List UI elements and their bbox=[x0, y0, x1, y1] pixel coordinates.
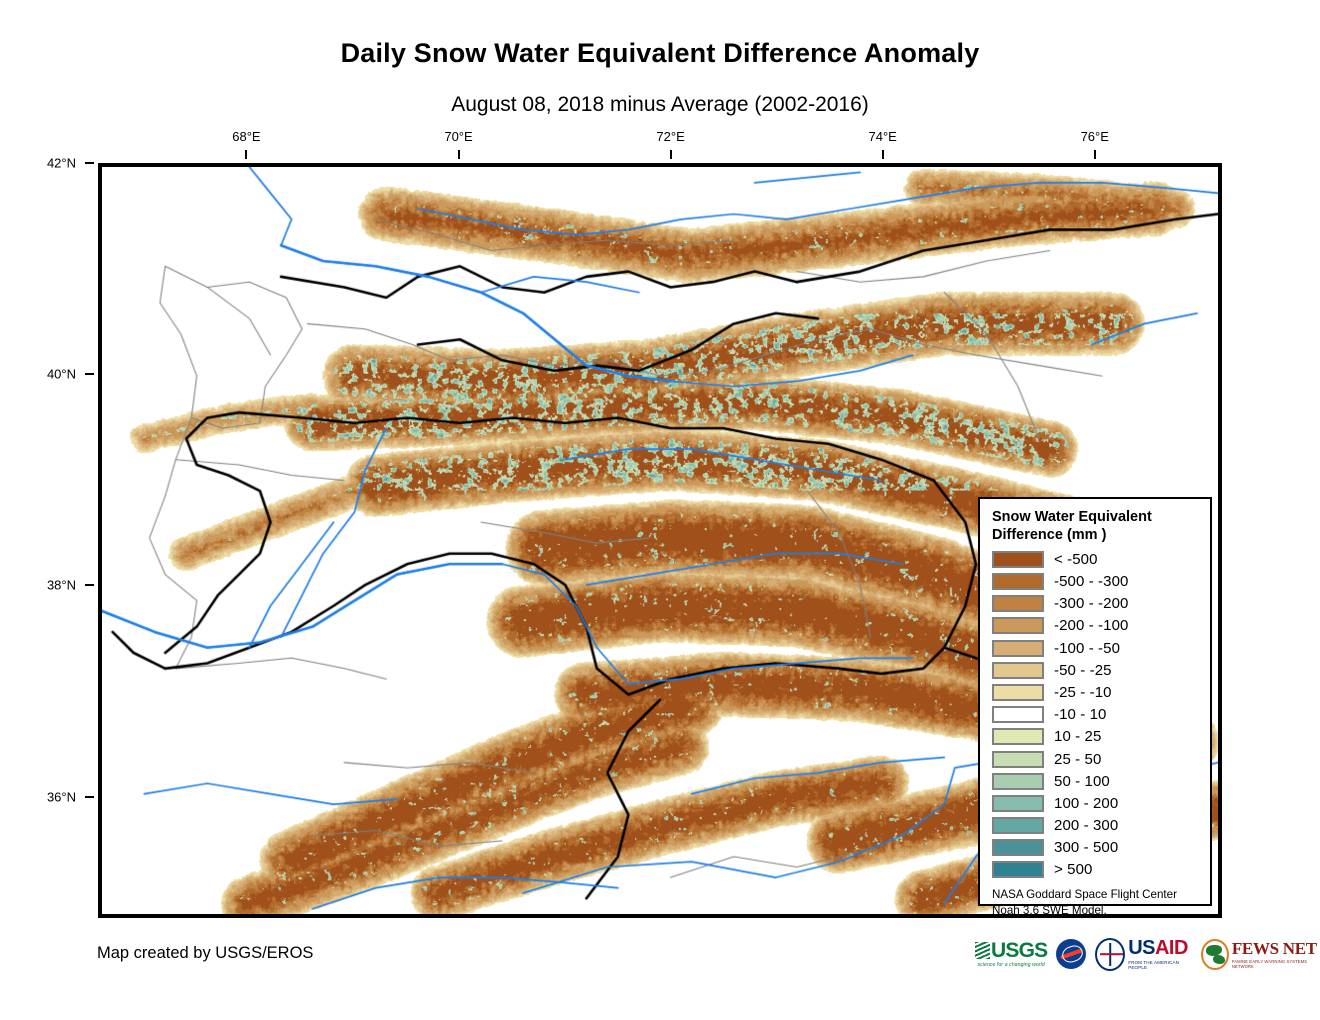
legend-label: 200 - 300 bbox=[1054, 817, 1119, 835]
usgs-tagline: science for a changing world bbox=[977, 962, 1045, 968]
legend-row: -50 - -25 bbox=[992, 659, 1200, 681]
usaid-tagline: FROM THE AMERICAN PEOPLE bbox=[1128, 959, 1180, 970]
map-credit: Map created by USGS/EROS bbox=[97, 944, 314, 962]
legend-label: -300 - -200 bbox=[1054, 595, 1129, 613]
legend-label: 10 - 25 bbox=[1054, 728, 1102, 746]
legend-swatch bbox=[992, 839, 1044, 857]
legend-row: 10 - 25 bbox=[992, 726, 1200, 748]
lon-tick-label: 70°E bbox=[444, 129, 473, 144]
legend-swatch bbox=[992, 617, 1044, 635]
usgs-wave-icon bbox=[975, 942, 990, 959]
legend-title-line1: Snow Water Equivalent bbox=[992, 509, 1152, 525]
lon-tick bbox=[457, 150, 460, 159]
legend-swatch bbox=[992, 794, 1044, 812]
fews-net-logo: FEWS NET FAMINE EARLY WARNING SYSTEMS NE… bbox=[1200, 937, 1320, 971]
legend-swatch bbox=[992, 861, 1044, 879]
lat-tick-label: 38°N bbox=[46, 577, 76, 593]
legend-label: -50 - -25 bbox=[1054, 661, 1112, 679]
legend-row: -300 - -200 bbox=[992, 593, 1200, 615]
legend-swatch bbox=[992, 595, 1044, 613]
lat-tick bbox=[85, 795, 94, 798]
legend-label: 100 - 200 bbox=[1054, 794, 1119, 812]
legend-label: -100 - -50 bbox=[1054, 639, 1121, 657]
lon-tick bbox=[881, 150, 884, 159]
legend-row: 100 - 200 bbox=[992, 792, 1200, 814]
page-subtitle: August 08, 2018 minus Average (2002-2016… bbox=[451, 93, 869, 116]
legend-row: -500 - -300 bbox=[992, 570, 1200, 592]
fews-wordmark: FEWS NET bbox=[1231, 938, 1317, 958]
legend-label: > 500 bbox=[1054, 861, 1093, 879]
lon-tick bbox=[669, 150, 672, 159]
logo-strip: USGS science for a changing world USAID … bbox=[975, 936, 1320, 972]
legend-swatch bbox=[992, 550, 1044, 568]
legend-swatch bbox=[992, 683, 1044, 701]
legend-note-line2: Noah 3.6 SWE Model. bbox=[992, 903, 1107, 917]
legend-label: 300 - 500 bbox=[1054, 839, 1119, 857]
legend-row: 25 - 50 bbox=[992, 748, 1200, 770]
lat-tick-label: 42°N bbox=[46, 155, 76, 171]
lon-tick bbox=[1093, 150, 1096, 159]
legend-row: -10 - 10 bbox=[992, 704, 1200, 726]
legend-title-line2: Difference (mm ) bbox=[992, 527, 1107, 544]
legend-title: Snow Water Equivalent Difference (mm ) bbox=[992, 508, 1200, 544]
legend-swatch bbox=[992, 639, 1044, 657]
usgs-wordmark: USGS bbox=[991, 939, 1048, 962]
legend-row: -200 - -100 bbox=[992, 615, 1200, 637]
lat-tick-label: 40°N bbox=[46, 366, 76, 382]
lat-tick bbox=[85, 162, 94, 164]
graticule-layer: 68°E 70°E 72°E 74°E 76°E 42°N 40°N 38°N 36°N bbox=[47, 129, 1222, 918]
usaid-word-aid: AID bbox=[1154, 937, 1188, 960]
lat-tick bbox=[85, 584, 94, 587]
map-legend: Snow Water Equivalent Difference (mm ) <… bbox=[978, 497, 1212, 917]
legend-row: -25 - -10 bbox=[992, 681, 1200, 703]
legend-label: -500 - -300 bbox=[1054, 573, 1129, 591]
legend-label: -10 - 10 bbox=[1054, 706, 1107, 724]
legend-label: 50 - 100 bbox=[1054, 772, 1110, 790]
legend-swatch bbox=[992, 573, 1044, 591]
lon-tick-label: 74°E bbox=[868, 129, 897, 144]
legend-label: -25 - -10 bbox=[1054, 683, 1112, 701]
nasa-logo bbox=[1056, 937, 1087, 971]
legend-swatch bbox=[992, 661, 1044, 679]
usaid-seal-icon bbox=[1095, 937, 1126, 971]
legend-row: -100 - -50 bbox=[992, 637, 1200, 659]
legend-swatch bbox=[992, 817, 1044, 835]
usaid-word-us: US bbox=[1128, 937, 1155, 960]
legend-swatch bbox=[992, 728, 1044, 746]
legend-label: < -500 bbox=[1054, 550, 1098, 568]
lat-tick bbox=[85, 373, 94, 376]
legend-row: 200 - 300 bbox=[992, 815, 1200, 837]
legend-row: 300 - 500 bbox=[992, 837, 1200, 859]
usaid-logo: USAID FROM THE AMERICAN PEOPLE bbox=[1095, 937, 1191, 971]
legend-swatch bbox=[992, 706, 1044, 724]
legend-row: 50 - 100 bbox=[992, 770, 1200, 792]
legend-row: > 500 bbox=[992, 859, 1200, 881]
legend-label: 25 - 50 bbox=[1054, 750, 1102, 768]
lat-tick-label: 36°N bbox=[46, 789, 76, 805]
legend-note-line1: NASA Goddard Space Flight Center bbox=[992, 888, 1177, 902]
legend-swatch bbox=[992, 772, 1044, 790]
lon-tick bbox=[245, 150, 248, 159]
fews-globe-icon bbox=[1200, 938, 1229, 970]
lon-tick-label: 68°E bbox=[232, 129, 261, 144]
legend-swatch bbox=[992, 750, 1044, 768]
usgs-logo: USGS science for a changing world bbox=[975, 937, 1048, 971]
lon-tick-label: 76°E bbox=[1080, 129, 1109, 144]
nasa-meatball-icon bbox=[1056, 939, 1087, 969]
legend-row: < -500 bbox=[992, 548, 1200, 570]
fews-tagline: FAMINE EARLY WARNING SYSTEMS NETWORK bbox=[1231, 958, 1308, 969]
legend-label: -200 - -100 bbox=[1054, 617, 1129, 635]
legend-class-list: < -500 -500 - -300 -300 - -200 -200 - -100 -… bbox=[992, 548, 1200, 881]
page-title: Daily Snow Water Equivalent Difference A… bbox=[340, 38, 980, 68]
legend-source-note: NASA Goddard Space Flight Center Noah 3.… bbox=[992, 887, 1200, 918]
lon-tick-label: 72°E bbox=[656, 129, 685, 144]
